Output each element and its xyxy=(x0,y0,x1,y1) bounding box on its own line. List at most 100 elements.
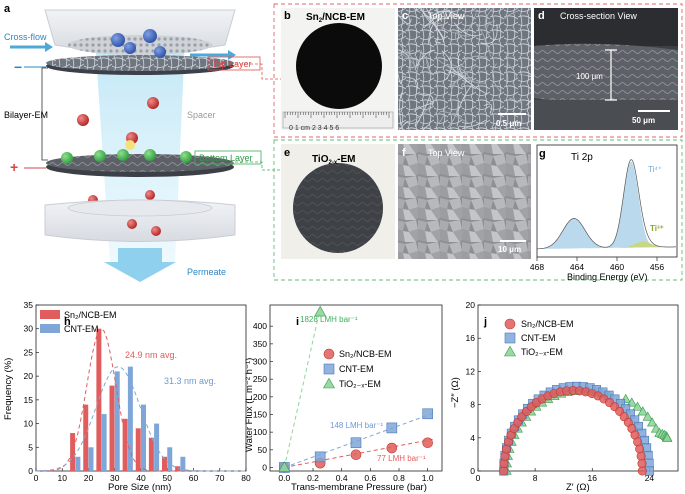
panel-e-letter: e xyxy=(284,147,290,159)
n2-molecule xyxy=(147,97,159,109)
chart-i-point xyxy=(386,442,398,454)
fiber xyxy=(463,12,477,37)
chart-h-ytick-label: 15 xyxy=(24,395,34,405)
fiber xyxy=(425,8,445,39)
panel-f-letter: f xyxy=(402,147,406,159)
cl-ion xyxy=(94,150,106,162)
xps-envelope xyxy=(536,159,676,250)
fiber xyxy=(415,49,423,78)
chart-i-ytick-label: 300 xyxy=(253,357,267,367)
cl-ion xyxy=(117,149,129,161)
chart-h-fit-curve xyxy=(36,328,246,472)
ti3-label: Ti³⁺ xyxy=(650,224,664,233)
chart-h-xtick-label: 0 xyxy=(34,473,39,483)
chart-h-legend-swatch xyxy=(40,310,60,319)
chart-i-point xyxy=(422,408,433,420)
fiber xyxy=(470,8,490,13)
cl-ion xyxy=(144,149,156,161)
no3-ion-group xyxy=(111,29,166,58)
chart-i-ytick-label: 200 xyxy=(253,392,267,402)
chart-i-xtick-label: 0.6 xyxy=(364,473,376,483)
fiber xyxy=(475,23,491,57)
chart-i-point xyxy=(386,422,398,434)
ti4-label: Ti⁴⁺ xyxy=(648,165,662,174)
no3-ion xyxy=(111,33,125,47)
chart-j-ytick-label: 20 xyxy=(466,300,476,310)
sem-top-view-grains xyxy=(398,144,531,259)
panel-d-caption: Cross-section View xyxy=(560,11,637,21)
top-layer-label: Top Layer xyxy=(212,59,252,69)
sn2-membrane-disc xyxy=(296,23,382,109)
fiber xyxy=(398,24,411,37)
chart-i-fit-line xyxy=(284,438,435,468)
fiber xyxy=(445,8,448,18)
top-layer-frame xyxy=(273,3,683,138)
fiber xyxy=(414,98,430,128)
chart-j-xtick-label: 16 xyxy=(588,473,598,483)
chart-h-bar xyxy=(114,371,120,471)
n2-molecule xyxy=(77,114,89,126)
chart-j-point xyxy=(637,466,647,476)
chart-h-bar xyxy=(88,447,94,471)
chart-i-ylabel: Water Flux (L m⁻² h⁻¹) xyxy=(244,358,255,452)
panel-j: j 0 8 16 24 0 4 8 12 16 20 Sn₂/NCB-EM CNT-EM TiO₂₋ₓ… xyxy=(450,300,679,493)
panel-g-letter: g xyxy=(539,148,546,160)
cl-ion xyxy=(180,151,192,163)
chart-j-xtick-label: 8 xyxy=(533,473,538,483)
no3-ion xyxy=(124,42,136,54)
panel-e: e TiO2-x-EM xyxy=(281,144,395,259)
panel-h-letter: h xyxy=(64,316,71,328)
fiber xyxy=(436,58,464,77)
no3-ion xyxy=(154,46,166,58)
chart-i-xlabel: Trans-membrane Pressure (bar) xyxy=(291,482,427,493)
chart-j-legend-label: CNT-EM xyxy=(521,333,556,343)
chart-j-point xyxy=(632,401,643,411)
chart-h-bar xyxy=(154,423,160,471)
fiber xyxy=(484,8,494,27)
fiber xyxy=(398,49,410,58)
fiber xyxy=(401,76,419,91)
cl-ion xyxy=(61,152,73,164)
chart-h-legend-label: CNT-EM xyxy=(64,324,99,334)
chart-i-ytick-label: 100 xyxy=(253,427,267,437)
chart-h-bar xyxy=(127,366,133,471)
chart-i-point xyxy=(278,461,291,472)
fiber xyxy=(398,42,412,72)
chart-j-ytick-label: 8 xyxy=(470,400,475,410)
fiber xyxy=(454,31,463,40)
panel-g-tick-label: 460 xyxy=(610,262,624,272)
chart-i-legend-marker xyxy=(322,377,336,389)
fiber xyxy=(398,49,414,63)
chart-h-xtick-label: 30 xyxy=(110,473,120,483)
chart-i-point xyxy=(314,305,327,317)
fiber xyxy=(422,123,431,130)
chart-i-legend-label: CNT-EM xyxy=(339,364,374,374)
chart-h-ytick-label: 20 xyxy=(24,371,34,381)
chart-h-bar xyxy=(122,418,128,471)
fiber xyxy=(418,93,434,106)
chart-h-bar xyxy=(148,437,154,471)
permeate-label: Permeate xyxy=(187,267,226,277)
fiber xyxy=(449,65,477,87)
chart-i-annotation-3: 77 LMH bar⁻¹ xyxy=(377,454,426,463)
chart-i-legend-marker xyxy=(323,363,335,375)
fiber xyxy=(504,9,520,19)
fiber xyxy=(435,8,443,22)
fiber xyxy=(515,123,518,130)
chart-i-ytick-label: 400 xyxy=(253,321,267,331)
panel-a-letter: a xyxy=(4,3,11,15)
chart-j-xlabel: Z′ (Ω) xyxy=(566,482,590,493)
chart-i-fit-line xyxy=(283,308,321,468)
chart-i-point xyxy=(422,437,433,449)
fiber xyxy=(483,103,493,114)
fiber xyxy=(446,64,474,83)
chart-h-xtick-label: 80 xyxy=(241,473,251,483)
chart-j-ytick-label: 12 xyxy=(466,366,476,376)
chart-i-xtick-label: 0.4 xyxy=(336,473,348,483)
panel-g: g Ti 2p Ti⁴⁺ Ti³⁺ 468 464 460 456 Binding E… xyxy=(530,144,678,282)
panel-f: f Top View 10 μm xyxy=(398,144,531,259)
chart-i-annotation-2: 148 LMH bar⁻¹ xyxy=(330,421,383,430)
chart-j-xtick-label: 0 xyxy=(476,473,481,483)
sem-top-view-fibers xyxy=(398,8,531,130)
